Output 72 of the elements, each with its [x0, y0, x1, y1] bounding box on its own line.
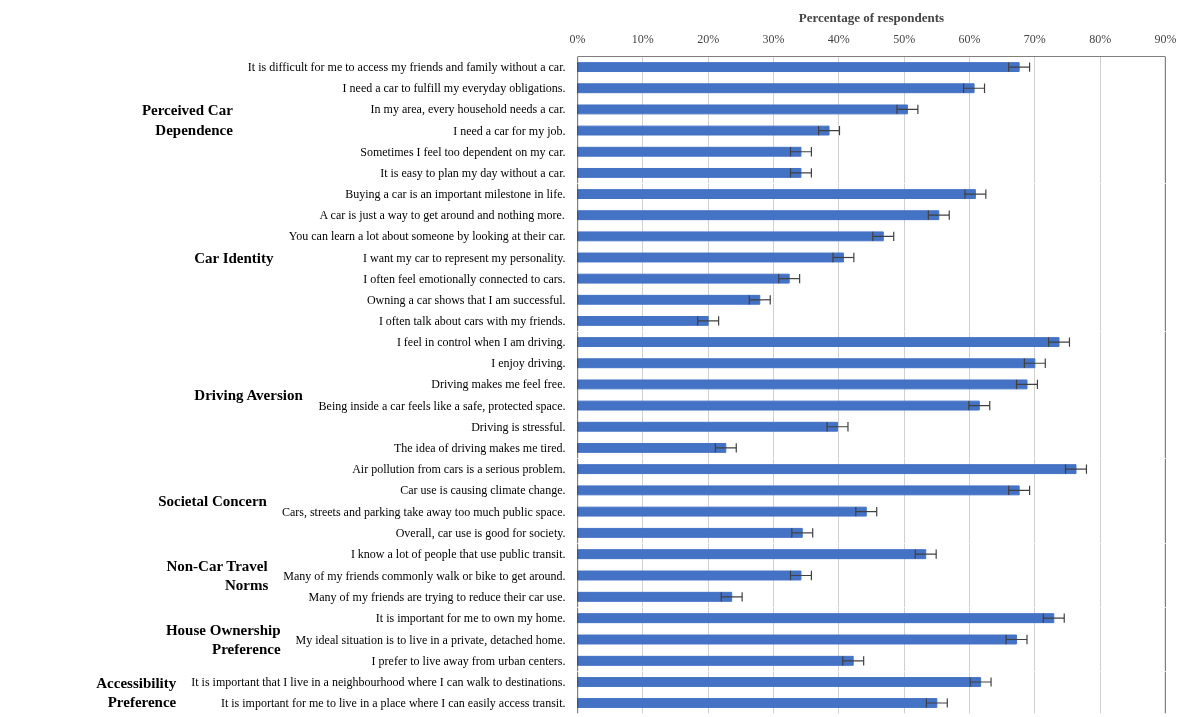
bar [577, 442, 727, 453]
y-tick-label: It is important that I live in a neighbourhood where I can walk to destinations. [191, 675, 566, 689]
bar [577, 294, 761, 305]
bar [577, 210, 940, 221]
bar [577, 315, 709, 326]
y-tick-label: I know a lot of people that use public transit. [350, 547, 566, 562]
y-tick-label: I enjoy driving. [491, 356, 566, 371]
y-tick-label: It is important for me to own my home. [375, 611, 566, 626]
bar [577, 527, 803, 538]
y-tick-label: Sometimes I feel too dependent on my car. [360, 144, 566, 159]
y-tick-label: The idea of driving makes me tired. [393, 440, 566, 455]
text: Accessibility Preference [96, 674, 177, 711]
y-tick-label: Many of my friends commonly walk or bike to get around. [283, 568, 566, 583]
bar [577, 231, 884, 242]
y-tick-label: Air pollution from cars is a serious problem. [352, 462, 566, 477]
x-tick-label: 10% [631, 31, 654, 46]
y-tick-label: Cars, streets and parking take away too much public space. [281, 504, 566, 519]
y-tick-label: I feel in control when I am driving. [396, 335, 566, 350]
text: Driving Aversion [194, 387, 304, 403]
y-tick-label: In my area, every household needs a car. [370, 102, 566, 117]
text: Perceived Car Dependence [141, 102, 234, 138]
x-tick-label: 60% [958, 31, 981, 46]
x-tick-label: 40% [827, 31, 850, 46]
x-tick-label: 70% [1023, 31, 1046, 46]
bar [577, 506, 867, 517]
text: Car Identity [194, 249, 275, 266]
bar [577, 146, 802, 157]
y-tick-label: I often feel emotionally connected to cars. [363, 271, 566, 286]
bar [577, 464, 1077, 475]
bar [577, 379, 1028, 390]
y-tick-label: It is important for me to live in a place where I can easily access transit. [220, 696, 566, 710]
y-tick-label: Driving makes me feel free. [431, 377, 566, 392]
x-tick-label: 50% [893, 31, 916, 46]
y-tick-label: I want my car to represent my personality. [363, 250, 566, 265]
bar [577, 252, 844, 263]
y-tick-label: Driving is stressful. [471, 419, 566, 434]
y-tick-label: Car use is causing climate change. [400, 483, 566, 498]
x-tick-label: 80% [1089, 31, 1112, 46]
bar [577, 485, 1020, 496]
text: House Ownership Preference [165, 621, 281, 658]
bar [577, 104, 908, 115]
text: Non-Car Travel Norms [166, 557, 269, 594]
bar [577, 125, 830, 136]
x-tick-label: 20% [697, 31, 720, 46]
bar [577, 400, 980, 411]
bar [577, 62, 1020, 73]
y-tick-label: I need a car for my job. [453, 123, 566, 138]
y-tick-label: My ideal situation is to live in a private, detached home. [295, 632, 566, 647]
y-tick-label: I often talk about cars with my friends. [378, 313, 566, 328]
bar [577, 273, 790, 284]
y-tick-label: You can learn a lot about someone by looking at their car. [288, 229, 566, 244]
y-tick-label: I need a car to fulfill my everyday obligations. [342, 81, 566, 96]
y-tick-label: Being inside a car feels like a safe, protected space. [318, 398, 566, 413]
x-axis-title: Percentage of respondents [798, 9, 945, 25]
y-tick-label: It is difficult for me to access my friends and family without a car. [247, 60, 566, 75]
bar [577, 337, 1060, 348]
x-tick-label: 90% [1154, 31, 1177, 46]
bar [577, 189, 976, 200]
bar [577, 421, 839, 432]
y-tick-label: Owning a car shows that I am successful. [366, 292, 566, 307]
bar [577, 167, 802, 178]
x-tick-label: 0% [569, 31, 586, 46]
y-tick-label: Many of my friends are trying to reduce their car use. [308, 589, 566, 604]
bar [577, 83, 975, 94]
y-tick-label: A car is just a way to get around and nothing more. [319, 208, 565, 223]
y-tick-label: Buying a car is an important milestone in life. [345, 187, 566, 202]
text: Societal Concern [158, 493, 268, 509]
y-tick-label: I prefer to live away from urban centers. [371, 653, 566, 668]
y-tick-label: Overall, car use is good for society. [395, 525, 566, 540]
x-tick-label: 30% [762, 31, 785, 46]
bar [577, 358, 1036, 369]
y-tick-label: It is easy to plan my day without a car. [380, 165, 566, 180]
